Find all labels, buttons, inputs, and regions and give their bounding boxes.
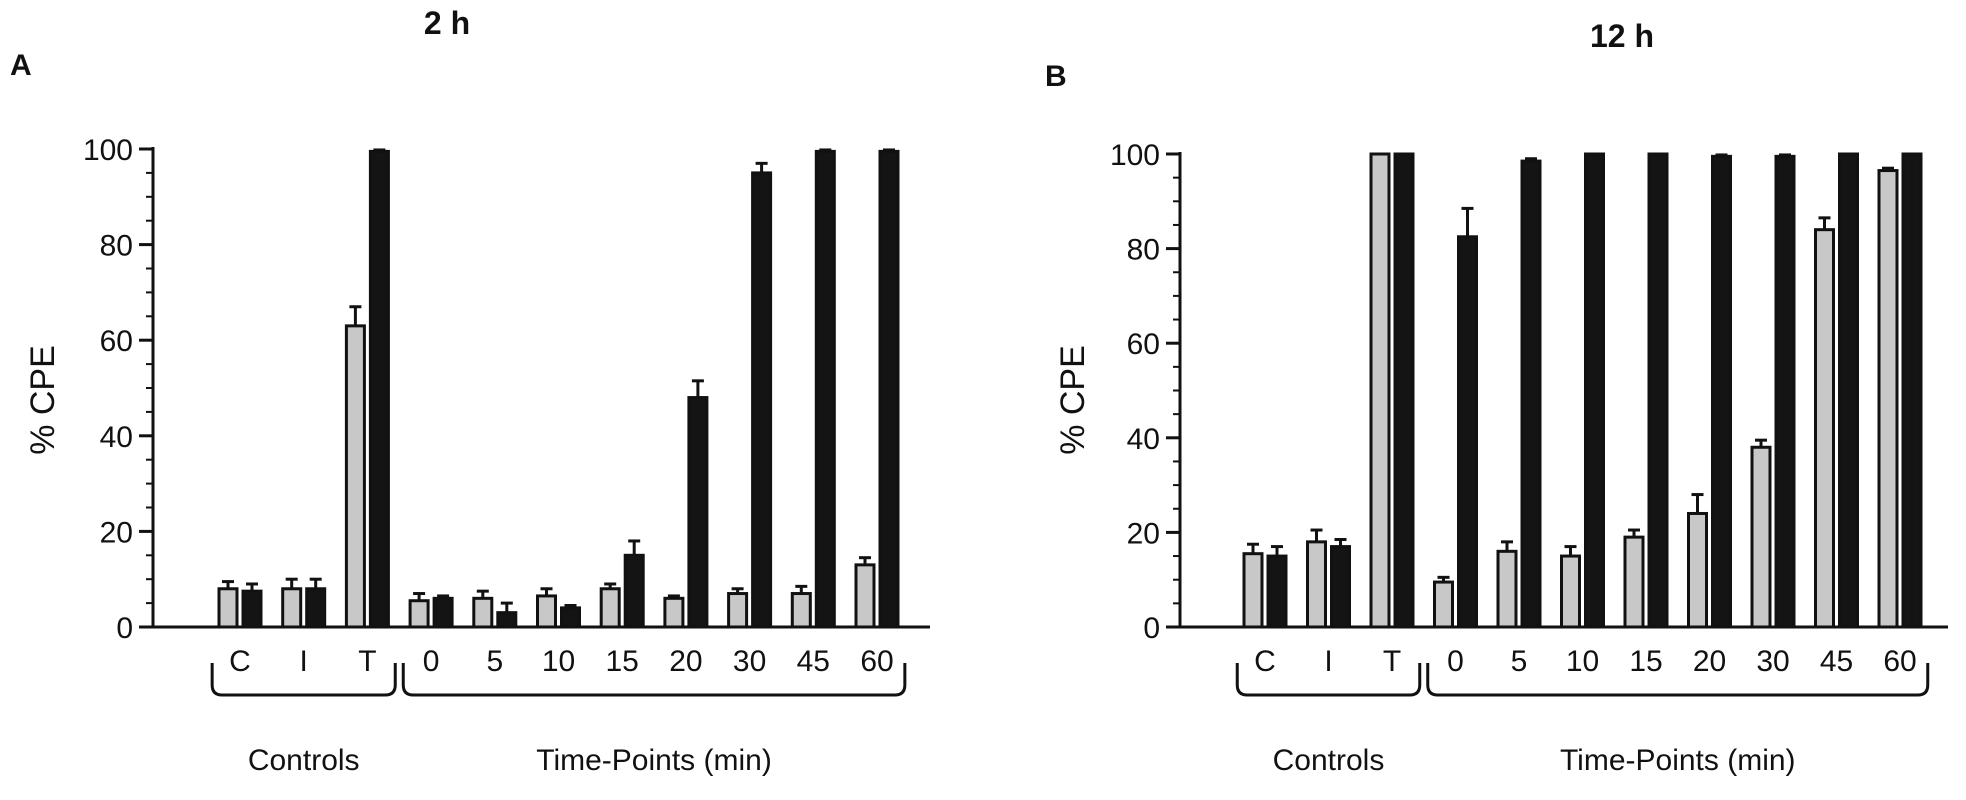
bar (217, 587, 239, 629)
x-tick-label: T (358, 645, 376, 678)
y-tick-label: 100 (1110, 139, 1160, 172)
bar (496, 611, 518, 629)
y-tick-label: 40 (100, 421, 133, 454)
x-tick-label: I (1324, 645, 1332, 678)
x-tick-label: 15 (1629, 645, 1662, 678)
bar (1330, 545, 1351, 629)
bar (1877, 169, 1899, 629)
x-tick-label: 60 (1883, 645, 1916, 678)
panel-letter: A (10, 49, 32, 82)
bar (1242, 552, 1264, 629)
panel-title: 12 h (1590, 18, 1654, 54)
bar (536, 594, 557, 629)
bar (408, 599, 430, 629)
bar (368, 149, 390, 629)
y-tick-label: 20 (1127, 517, 1160, 550)
group-label: Time-Points (min) (536, 744, 772, 777)
bar (1266, 554, 1288, 629)
bar (663, 596, 685, 629)
x-tick-label: 20 (1693, 645, 1726, 678)
x-tick-label: T (1383, 645, 1401, 678)
y-tick-label: 80 (100, 230, 133, 263)
x-tick-label: 60 (860, 645, 893, 678)
panel-a: 2 h A % CPE 0 20 40 60 80 100 C I T 0 5 10 15 20 30 45 60 Co… (10, 5, 930, 777)
bar (281, 587, 303, 629)
x-tick-label: I (300, 645, 308, 678)
bar (814, 149, 836, 629)
panel-b: 12 h B % CPE 0 20 40 60 80 100 C I T 0 5 10 15 20 30 45 60 C… (1045, 18, 1948, 777)
bar (751, 171, 773, 629)
group-bracket (401, 663, 907, 697)
bar (1520, 159, 1542, 629)
x-tick-label: 20 (669, 645, 702, 678)
bar (878, 149, 900, 629)
group-bracket (210, 663, 397, 697)
x-tick-label: 45 (797, 645, 830, 678)
x-tick-label: 5 (486, 645, 503, 678)
x-tick-label: 30 (1756, 645, 1789, 678)
panel-letter: B (1045, 60, 1067, 93)
y-axis-label: % CPE (1054, 345, 1092, 455)
x-tick-label: 5 (1511, 645, 1528, 678)
x-tick-label: C (1254, 645, 1276, 678)
x-tick-label: 10 (1566, 645, 1599, 678)
bar (1393, 152, 1415, 629)
y-tick-label: 0 (116, 612, 133, 645)
bar (687, 396, 709, 629)
bar (1496, 549, 1518, 629)
y-axis-label: % CPE (24, 345, 62, 455)
bar (1774, 154, 1796, 629)
bar (727, 592, 749, 629)
bar (1433, 580, 1454, 629)
bar (1623, 535, 1645, 629)
y-tick-label: 40 (1127, 423, 1160, 456)
x-tick-label: 10 (542, 645, 575, 678)
y-tick-label: 80 (1127, 234, 1160, 267)
y-tick-label: 60 (1127, 328, 1160, 361)
x-tick-label: 0 (1447, 645, 1464, 678)
y-tick-label: 0 (1143, 612, 1160, 645)
bar (241, 589, 263, 629)
bar (1901, 152, 1923, 629)
bar (1560, 554, 1581, 629)
panel-title: 2 h (424, 5, 470, 41)
bar (1457, 235, 1478, 629)
bar (1369, 152, 1391, 629)
bar (854, 563, 876, 629)
y-tick-label: 60 (100, 325, 133, 358)
bar (305, 587, 327, 629)
bar (344, 324, 366, 629)
group-label: Controls (248, 744, 360, 777)
bar (599, 587, 621, 629)
x-tick-label: 45 (1820, 645, 1853, 678)
bar (790, 592, 812, 629)
bar (1814, 228, 1835, 629)
bar (623, 553, 645, 629)
bar (1306, 540, 1327, 629)
x-tick-label: 30 (733, 645, 766, 678)
group-label: Time-Points (min) (1560, 744, 1796, 777)
bar (1838, 152, 1859, 629)
bar (432, 596, 454, 629)
bar (1687, 511, 1708, 629)
x-tick-label: 0 (423, 645, 440, 678)
y-tick-label: 100 (83, 134, 133, 167)
group-label: Controls (1273, 744, 1385, 777)
bar (1584, 152, 1605, 629)
group-bracket (1426, 663, 1930, 697)
x-tick-label: C (229, 645, 251, 678)
bar (472, 596, 494, 629)
bar (560, 606, 581, 629)
y-tick-label: 20 (100, 516, 133, 549)
group-bracket (1235, 663, 1422, 697)
bar (1750, 445, 1772, 629)
bar (1711, 154, 1732, 629)
x-tick-label: 15 (606, 645, 639, 678)
bar (1647, 152, 1669, 629)
